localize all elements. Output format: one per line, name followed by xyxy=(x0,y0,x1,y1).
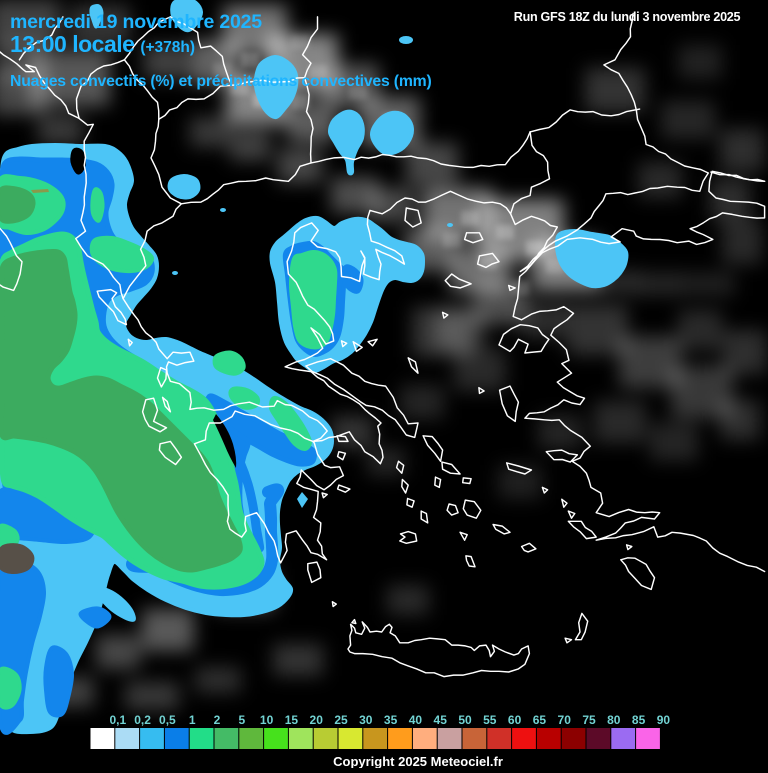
svg-text:80: 80 xyxy=(607,713,621,727)
svg-text:90: 90 xyxy=(657,713,671,727)
svg-text:Run GFS 18Z du lundi 3 novembr: Run GFS 18Z du lundi 3 novembre 2025 xyxy=(514,10,741,24)
svg-text:45: 45 xyxy=(434,713,448,727)
svg-text:85: 85 xyxy=(632,713,646,727)
svg-text:50: 50 xyxy=(458,713,472,727)
svg-text:10: 10 xyxy=(260,713,274,727)
svg-text:60: 60 xyxy=(508,713,522,727)
svg-text:25: 25 xyxy=(334,713,348,727)
svg-text:0,2: 0,2 xyxy=(134,713,151,727)
svg-text:30: 30 xyxy=(359,713,373,727)
svg-text:55: 55 xyxy=(483,713,497,727)
svg-text:0,5: 0,5 xyxy=(159,713,176,727)
svg-text:Nuages convectifs (%) et préci: Nuages convectifs (%) et précipitations … xyxy=(10,73,432,90)
svg-text:1: 1 xyxy=(189,713,196,727)
svg-text:5: 5 xyxy=(238,713,245,727)
svg-text:35: 35 xyxy=(384,713,398,727)
svg-text:mercredi 19 novembre 2025: mercredi 19 novembre 2025 xyxy=(10,11,262,33)
svg-text:Copyright 2025 Meteociel.fr: Copyright 2025 Meteociel.fr xyxy=(333,754,503,768)
svg-text:40: 40 xyxy=(409,713,423,727)
svg-text:65: 65 xyxy=(533,713,547,727)
svg-text:2: 2 xyxy=(214,713,221,727)
svg-text:15: 15 xyxy=(285,713,299,727)
svg-text:0,1: 0,1 xyxy=(109,713,126,727)
svg-text:70: 70 xyxy=(558,713,572,727)
svg-text:20: 20 xyxy=(310,713,324,727)
svg-text:75: 75 xyxy=(582,713,596,727)
